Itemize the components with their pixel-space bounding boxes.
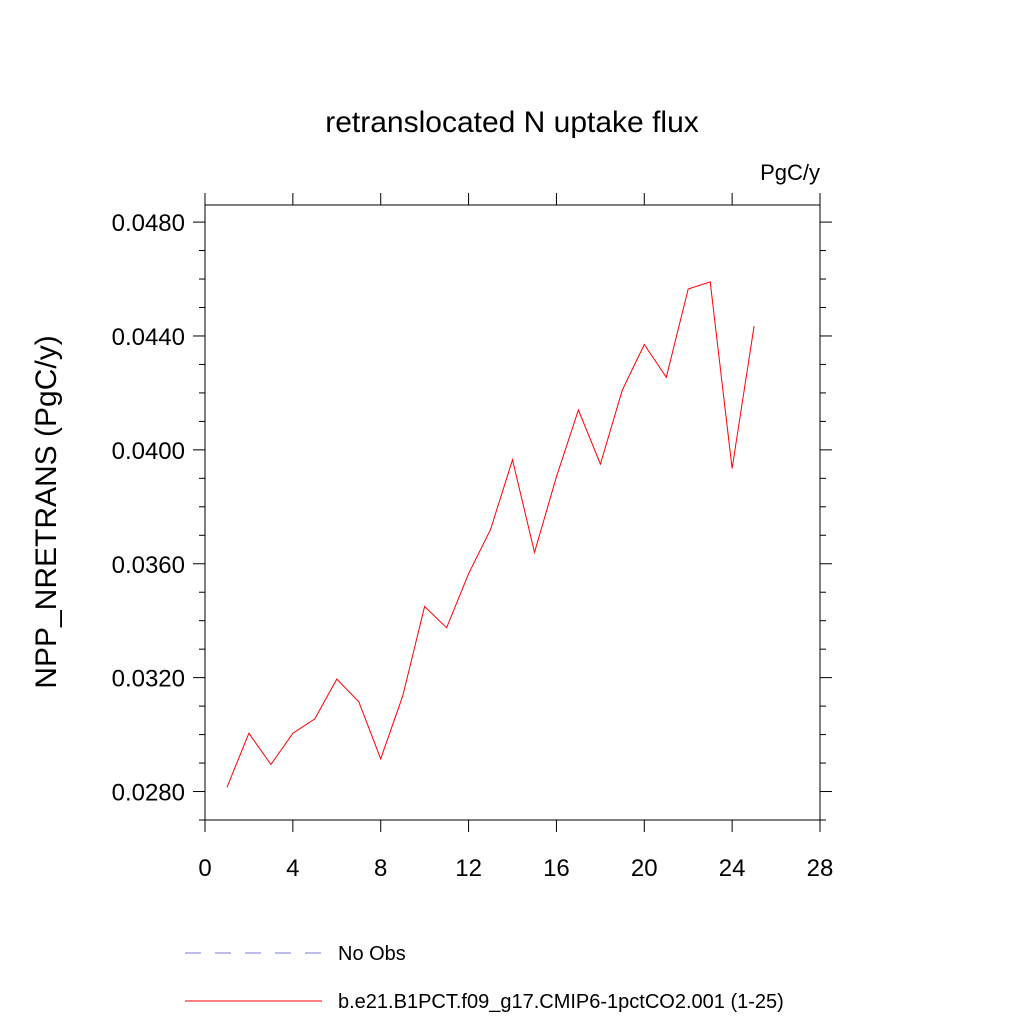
chart-title: retranslocated N uptake flux: [325, 106, 699, 139]
x-tick-label: 12: [455, 855, 482, 882]
x-tick-label: 0: [198, 855, 211, 882]
y-tick-label: 0.0400: [112, 438, 185, 465]
legend-label-series: b.e21.B1PCT.f09_g17.CMIP6-1pctCO2.001 (1…: [338, 991, 784, 1013]
units-label: PgC/y: [760, 160, 820, 185]
y-axis-label: NPP_NRETRANS (PgC/y): [30, 335, 63, 688]
legend: No Obs b.e21.B1PCT.f09_g17.CMIP6-1pctCO2…: [185, 943, 784, 1013]
x-tick-label: 20: [631, 855, 658, 882]
legend-label-no-obs: No Obs: [338, 943, 406, 965]
y-tick-label: 0.0320: [112, 666, 185, 693]
x-tick-label: 16: [543, 855, 570, 882]
y-tick-label: 0.0360: [112, 552, 185, 579]
series-layer: [226, 281, 755, 788]
x-tick-label: 28: [807, 855, 834, 882]
series-line: [226, 281, 755, 788]
y-axis-ticks: 0.0280 0.0320 0.0360 0.0400 0.0440 0.0480: [112, 210, 832, 821]
x-axis-ticks: 0 4 8 12 16 20 24 28: [198, 193, 833, 882]
x-tick-label: 8: [374, 855, 387, 882]
plot-frame: [204, 204, 821, 821]
x-tick-label: 4: [286, 855, 299, 882]
y-tick-label: 0.0480: [112, 210, 185, 237]
x-tick-label: 24: [719, 855, 746, 882]
y-tick-label: 0.0280: [112, 780, 185, 807]
y-tick-label: 0.0440: [112, 324, 185, 351]
